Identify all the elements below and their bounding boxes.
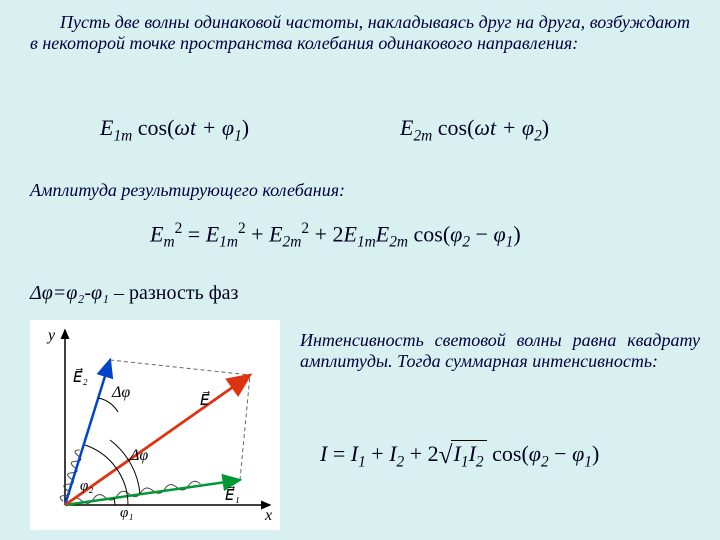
intro-paragraph: Пусть две волны одинаковой частоты, накл… xyxy=(30,12,690,54)
intensity-paragraph: Интенсивность световой волны равна квадр… xyxy=(300,330,700,372)
svg-text:E⃗₂: E⃗₂ xyxy=(73,367,88,386)
svg-text:x: x xyxy=(264,507,272,524)
svg-text:φ₁: φ₁ xyxy=(120,505,134,521)
svg-text:Δφ: Δφ xyxy=(129,447,148,464)
equation-amplitude: Em2 = E1m2 + E2m2 + 2E1mE2m cos(φ2 − φ1) xyxy=(150,220,521,252)
equation-wave-1: E1m cos(ωt + φ1) xyxy=(100,115,249,145)
svg-text:y: y xyxy=(46,327,56,344)
vector-diagram: x y E⃗₁ E⃗₂ E⃗ φ₁ φ₂ Δφ Δφ xyxy=(30,320,280,530)
amplitude-label: Амплитуда результирующего колебания: xyxy=(30,180,345,201)
phase-difference: Δφ=φ₂-φ₁ – разность фаз xyxy=(30,282,238,305)
equation-intensity: I = I1 + I2 + 2√I1I2 cos(φ2 − φ1) xyxy=(320,440,599,471)
equation-wave-2: E2m cos(ωt + φ2) xyxy=(400,115,549,145)
svg-text:E⃗₁: E⃗₁ xyxy=(225,485,240,504)
svg-text:E⃗: E⃗ xyxy=(200,390,210,409)
svg-text:Δφ: Δφ xyxy=(111,384,130,401)
svg-text:φ₂: φ₂ xyxy=(80,478,94,494)
